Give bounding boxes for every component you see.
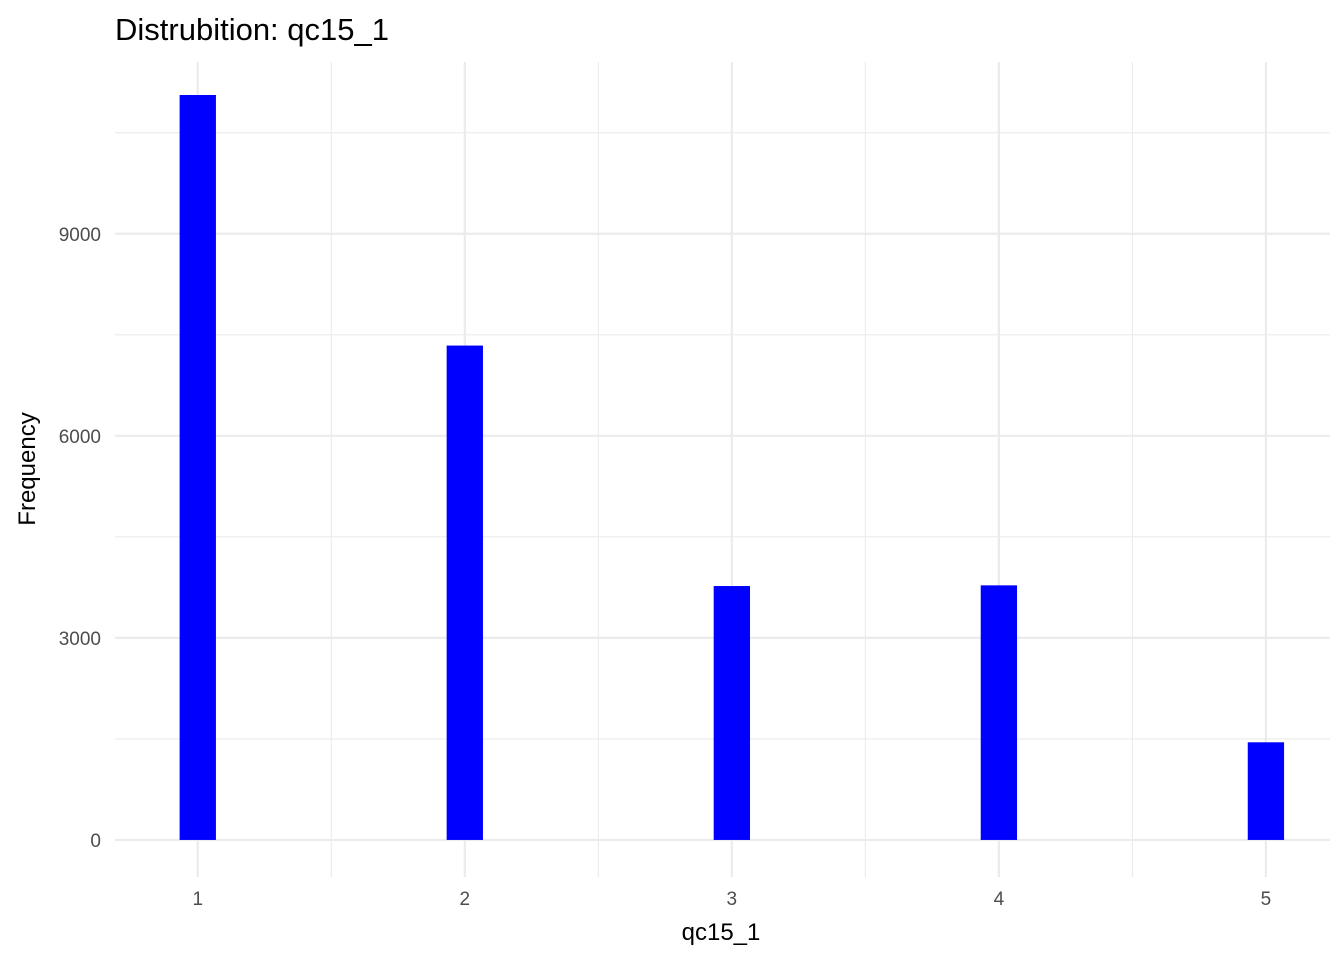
x-tick-label: 2 [460, 889, 471, 910]
x-tick-label: 3 [727, 889, 738, 910]
bar-5 [1247, 742, 1285, 840]
bar-3 [713, 586, 751, 840]
x-axis-title: qc15_1 [682, 919, 761, 946]
bar-4 [980, 585, 1018, 840]
y-axis-title: Frequency [14, 412, 41, 525]
chart-title: Distrubition: qc15_1 [115, 12, 389, 47]
y-tick-label: 9000 [59, 225, 101, 246]
bar-1 [179, 95, 216, 840]
y-tick-label: 6000 [59, 427, 101, 448]
y-axis-ticks: 0 3000 6000 9000 [59, 225, 101, 852]
bars [179, 95, 1285, 840]
bar-2 [446, 345, 483, 840]
x-tick-label: 1 [192, 889, 203, 910]
x-tick-label: 4 [994, 889, 1005, 910]
y-tick-label: 0 [90, 831, 101, 852]
y-tick-label: 3000 [59, 629, 101, 650]
x-axis-ticks: 1 2 3 4 5 [192, 889, 1271, 910]
x-tick-label: 5 [1261, 889, 1272, 910]
